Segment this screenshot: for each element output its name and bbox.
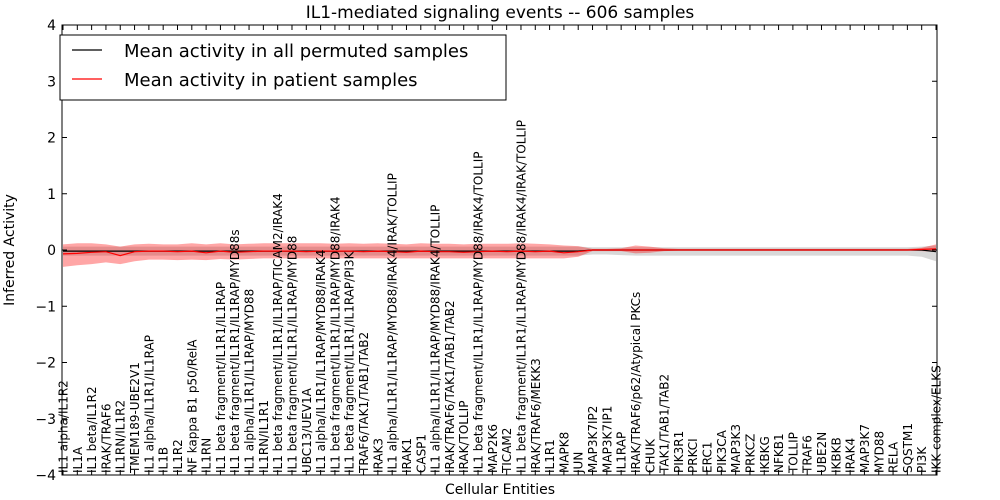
axes-frame xyxy=(61,24,938,476)
x-category-label: TAK1/TAB1/TAB2 xyxy=(658,374,672,474)
x-category-label: IRAK1 xyxy=(400,438,414,473)
x-category-label: IRAK/TRAF6/TAK1/TAB1/TAB2 xyxy=(443,300,457,473)
x-category-label: IKBKB xyxy=(829,437,843,473)
x-category-label: IRAK/TRAF6/p62/Atypical PKCs xyxy=(629,292,643,473)
x-category-label: PI3K xyxy=(915,446,929,473)
x-category-label: IL1 beta fragment/IL1R1/IL1RAP/MYD88/IRA… xyxy=(328,196,342,473)
x-category-label: IRAK4 xyxy=(844,438,858,473)
y-tick-label: −4 xyxy=(35,468,56,484)
y-tick-label: 0 xyxy=(47,243,56,259)
x-category-label: ERC1 xyxy=(701,442,715,473)
y-tick-label: −1 xyxy=(35,299,56,315)
x-category-label: IRAK/TRAF6 xyxy=(99,404,113,473)
x-category-label: PRKCZ xyxy=(744,434,758,473)
x-category-label: PIK3R1 xyxy=(672,431,686,473)
x-category-label: RELA xyxy=(887,441,901,473)
x-category-label: MAP2K6 xyxy=(486,424,500,473)
x-category-label: SQSTM1 xyxy=(901,423,915,473)
x-category-label: IL1 alpha/IL1R1/IL1RAP/MYD88/IRAK4 xyxy=(314,250,328,473)
x-category-label: IL1 alpha/IL1R1/IL1RAP/MYD88/IRAK4/TOLLI… xyxy=(429,205,443,473)
x-category-label: UBE2N xyxy=(815,432,829,473)
x-category-label: IL1 alpha/IL1R1/IL1RAP/MYD88 xyxy=(243,289,257,473)
x-category-label: IL1 beta fragment/IL1R1/IL1RAP xyxy=(214,282,228,473)
x-category-label: TOLLIP xyxy=(786,432,800,474)
x-category-label: IL1R2 xyxy=(171,439,185,473)
y-axis-title: Inferred Activity xyxy=(2,194,18,306)
x-category-label: MAP3K7 xyxy=(858,424,872,473)
x-category-label: IL1RN/IL1R1 xyxy=(257,400,271,473)
x-category-label: IRAK3 xyxy=(371,438,385,473)
x-category-label: IL1 beta fragment/IL1R1/IL1RAP/MYD88s xyxy=(228,229,242,473)
band-patient xyxy=(63,243,936,267)
x-category-label: IL1 beta/IL1R2 xyxy=(85,386,99,473)
y-tick-label: 3 xyxy=(47,74,56,90)
x-category-label: JUN xyxy=(572,452,586,474)
x-category-label: IRAK/TRAF6/MEKK3 xyxy=(529,358,543,473)
y-tick-label: −2 xyxy=(35,356,56,372)
x-category-label: IL1 beta fragment/IL1R1/IL1RAP/MYD88/IRA… xyxy=(515,120,529,473)
x-category-label: IL1 beta fragment/IL1R1/IL1RAP/MYD88/IRA… xyxy=(472,151,486,472)
x-category-label: CASP1 xyxy=(414,434,428,473)
legend-label-permuted: Mean activity in all permuted samples xyxy=(124,41,468,62)
chart-title: IL1-mediated signaling events -- 606 sam… xyxy=(306,3,695,23)
x-category-label: NFKB1 xyxy=(772,433,786,473)
x-category-label: TICAM2 xyxy=(500,428,514,474)
x-category-label: MAP3K3 xyxy=(729,424,743,473)
y-tick-label: 2 xyxy=(47,131,56,147)
x-category-label: IL1RN xyxy=(200,438,214,473)
x-category-label: PRKCI xyxy=(686,438,700,473)
y-tick-label: 4 xyxy=(47,18,56,34)
x-category-label: IL1 alpha/IL1R2 xyxy=(57,380,71,473)
plot-area xyxy=(62,243,937,267)
x-axis-category-labels: IL1 alpha/IL1R2 IL1A IL1 beta/IL1R2 IRAK/TR… xyxy=(57,120,944,474)
x-category-label: TRAF6/TAK1/TAB1/TAB2 xyxy=(357,332,371,474)
x-category-label: IL1 beta fragment/IL1R1/IL1RAP/PI3K xyxy=(343,250,357,473)
x-category-label: TMEM189-UBE2V1 xyxy=(128,362,142,474)
series-line-patient xyxy=(62,248,937,257)
x-category-label: MAP3K7IP2 xyxy=(586,406,600,473)
x-category-label: IRAK/TOLLIP xyxy=(457,401,471,473)
legend: Mean activity in all permuted samples Me… xyxy=(59,34,507,101)
x-category-label: MAPK8 xyxy=(557,432,571,473)
x-category-label: IL1 alpha/IL1R1/IL1RAP/MYD88/IRAK4/IRAK/… xyxy=(386,173,400,473)
x-category-label: UBC13/UEV1A xyxy=(300,387,314,473)
x-category-label: IL1RAP xyxy=(615,432,629,473)
y-axis-ticks: −4 −3 −2 −1 0 1 2 3 4 xyxy=(35,18,937,484)
legend-label-patient: Mean activity in patient samples xyxy=(124,70,418,91)
y-tick-label: −3 xyxy=(35,412,56,428)
x-category-label: IL1RN/IL1R2 xyxy=(114,400,128,473)
x-category-label: PIK3CA xyxy=(715,429,729,473)
x-category-label: IL1R1 xyxy=(543,439,557,473)
x-category-label: NF kappa B1 p50/RelA xyxy=(185,339,199,473)
x-category-label: IL1 beta fragment/IL1R1/IL1RAP/TICAM2/IR… xyxy=(271,193,285,473)
x-category-label: IL1 alpha/IL1R1/IL1RAP xyxy=(142,335,156,473)
x-category-label: IL1A xyxy=(71,446,85,473)
y-tick-label: 1 xyxy=(47,187,56,203)
x-category-label: IL1 beta fragment/IL1R1/IL1RAP/MYD88 xyxy=(286,236,300,473)
x-category-label: MYD88 xyxy=(872,431,886,473)
x-category-label: TRAF6 xyxy=(801,435,815,474)
legend-box xyxy=(59,34,507,101)
x-axis-title: Cellular Entities xyxy=(445,482,555,498)
x-category-label: CHUK xyxy=(643,438,657,473)
x-category-label: IL1B xyxy=(157,447,171,473)
x-category-label: IKBKG xyxy=(758,436,772,473)
x-category-label: MAP3K7IP1 xyxy=(600,406,614,473)
